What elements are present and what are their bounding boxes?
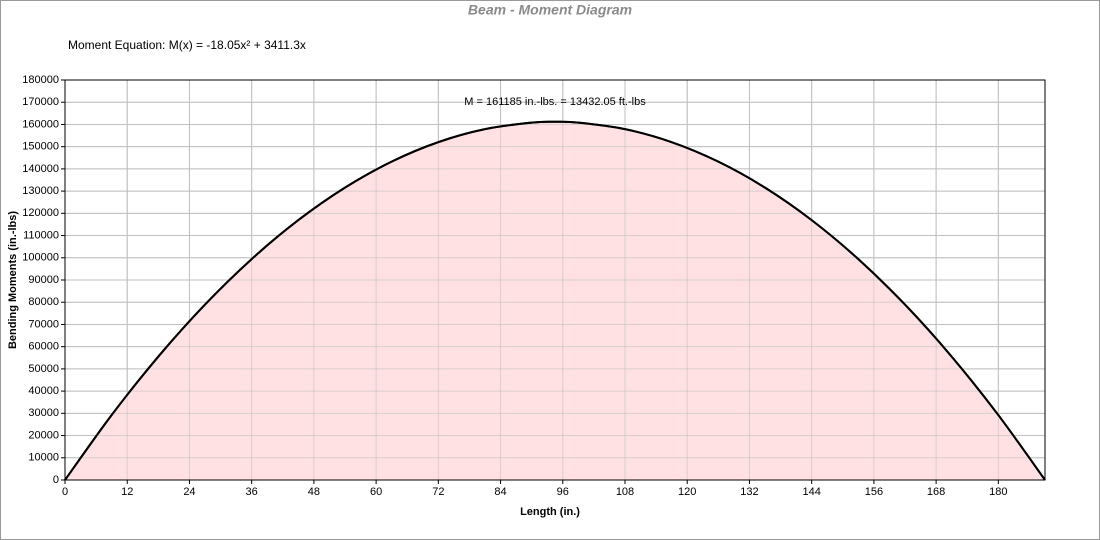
x-tick-label: 132 [740,486,758,498]
x-tick-label: 156 [865,486,883,498]
y-tick-label: 30000 [28,407,59,419]
chart-title: Beam - Moment Diagram [468,2,632,18]
x-tick-label: 36 [246,486,258,498]
y-axis-label: Bending Moments (in.-lbs) [7,211,19,349]
y-tick-label: 70000 [28,318,59,330]
annotation: M = 161185 in.-lbs. = 13432.05 ft.-lbs [464,96,646,108]
y-tick-label: 110000 [23,229,59,241]
x-tick-label: 120 [678,486,696,498]
y-tick-label: 0 [53,474,59,486]
x-tick-label: 60 [370,486,382,498]
y-tick-label: 100000 [22,252,59,264]
x-tick-label: 24 [183,486,195,498]
equation: Moment Equation: M(x) = -18.05x² + 3411.… [68,38,306,52]
area [65,121,1045,481]
plot-border [64,79,1046,481]
x-tick-label: 96 [557,486,569,498]
y-tick-label: 20000 [28,429,59,441]
y-tick-label: 10000 [28,452,59,464]
y-tick-label: 140000 [22,163,59,175]
x-tick-label: 180 [989,486,1007,498]
x-tick-label: 0 [62,486,68,498]
x-tick-label: 12 [121,486,133,498]
y-tick-label: 150000 [22,141,59,153]
x-tick-label: 84 [494,486,506,498]
y-tick-label: 60000 [28,341,59,353]
x-tick-label: 48 [308,486,320,498]
y-tick-label: 130000 [22,185,59,197]
x-tick-label: 168 [927,486,945,498]
y-tick-label: 120000 [22,207,59,219]
line [64,120,1046,481]
x-tick-label: 108 [616,486,634,498]
x-tick-label: 72 [432,486,444,498]
y-tick-label: 40000 [28,385,59,397]
y-tick-label: 50000 [28,363,59,375]
y-tick-label: 170000 [22,96,59,108]
y-tick-label: 80000 [28,296,59,308]
x-axis-label: Length (in.) [520,506,580,518]
y-tick-label: 160000 [22,118,59,130]
y-tick-label: 180000 [22,74,59,86]
x-tick-label: 144 [802,486,820,498]
y-tick-label: 90000 [28,274,59,286]
